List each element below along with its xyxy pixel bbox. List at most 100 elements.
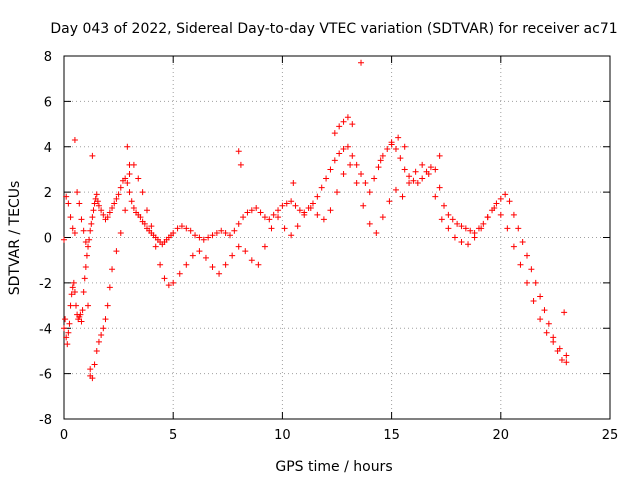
data-point (88, 220, 95, 227)
y-tick-label: 8 (44, 50, 52, 65)
data-point (327, 207, 334, 214)
data-point (248, 207, 255, 214)
data-point (231, 227, 238, 234)
data-point (143, 207, 150, 214)
data-point (222, 229, 229, 236)
data-point (379, 214, 386, 221)
data-point (106, 284, 113, 291)
data-point (358, 170, 365, 177)
data-point (392, 186, 399, 193)
x-tick-label: 25 (602, 428, 619, 443)
data-point (510, 243, 517, 250)
data-point (111, 200, 118, 207)
y-tick-label: 0 (44, 232, 52, 247)
data-point (323, 175, 330, 182)
data-point (314, 193, 321, 200)
data-point (257, 209, 264, 216)
data-point (414, 180, 421, 187)
data-point (493, 200, 500, 207)
data-point (388, 139, 395, 146)
data-point (100, 325, 107, 332)
data-point (209, 232, 216, 239)
data-point (170, 229, 177, 236)
data-point (340, 146, 347, 153)
data-point (122, 175, 129, 182)
data-point (135, 175, 142, 182)
data-point (248, 257, 255, 264)
data-point (275, 214, 282, 221)
data-point (81, 275, 88, 282)
data-point (71, 229, 78, 236)
data-point (401, 166, 408, 173)
data-point (255, 261, 262, 268)
data-point (113, 195, 120, 202)
data-point (377, 157, 384, 164)
x-tick-label: 5 (169, 428, 177, 443)
data-point (290, 180, 297, 187)
data-point (109, 205, 116, 212)
data-point (270, 211, 277, 218)
data-point (294, 223, 301, 230)
data-point (126, 170, 133, 177)
y-tick-label: -6 (39, 368, 52, 383)
data-point (318, 184, 325, 191)
data-point (556, 345, 563, 352)
data-point (419, 161, 426, 168)
data-point (137, 214, 144, 221)
data-point (519, 239, 526, 246)
data-point (545, 320, 552, 327)
data-point (176, 270, 183, 277)
data-point (124, 143, 131, 150)
x-tick-label: 0 (60, 428, 68, 443)
data-point (550, 338, 557, 345)
data-point (222, 261, 229, 268)
data-point (340, 118, 347, 125)
data-point (401, 143, 408, 150)
data-point (128, 198, 135, 205)
data-point (91, 361, 98, 368)
data-point (445, 225, 452, 232)
data-point (307, 205, 314, 212)
data-point (471, 234, 478, 241)
data-point (98, 332, 105, 339)
x-tick-label: 15 (383, 428, 400, 443)
data-point (94, 198, 101, 205)
data-point (71, 288, 78, 295)
data-point (449, 216, 456, 223)
data-point (98, 207, 105, 214)
data-point (178, 223, 185, 230)
data-point (458, 223, 465, 230)
data-point (69, 284, 76, 291)
data-point (353, 180, 360, 187)
data-point (478, 225, 485, 232)
data-point (445, 211, 452, 218)
data-point (189, 252, 196, 259)
data-point (66, 320, 73, 327)
data-point (139, 189, 146, 196)
y-axis-label: SDTVAR / TECUs (7, 181, 23, 296)
y-tick-label: -4 (39, 322, 52, 337)
data-point (375, 164, 382, 171)
data-point (275, 207, 282, 214)
y-tick-label: -2 (39, 277, 52, 292)
data-point (82, 239, 89, 246)
data-point (209, 263, 216, 270)
data-point (87, 372, 94, 379)
data-point (71, 136, 78, 143)
data-point (480, 220, 487, 227)
data-point (561, 309, 568, 316)
y-tick-label: -8 (39, 413, 52, 428)
data-point (89, 152, 96, 159)
data-point (347, 161, 354, 168)
data-point (441, 202, 448, 209)
data-point (528, 266, 535, 273)
data-point (148, 223, 155, 230)
data-point (532, 279, 539, 286)
data-point (288, 198, 295, 205)
data-point (336, 150, 343, 157)
data-point (152, 243, 159, 250)
data-point (113, 248, 120, 255)
data-point (362, 180, 369, 187)
data-point (87, 227, 94, 234)
